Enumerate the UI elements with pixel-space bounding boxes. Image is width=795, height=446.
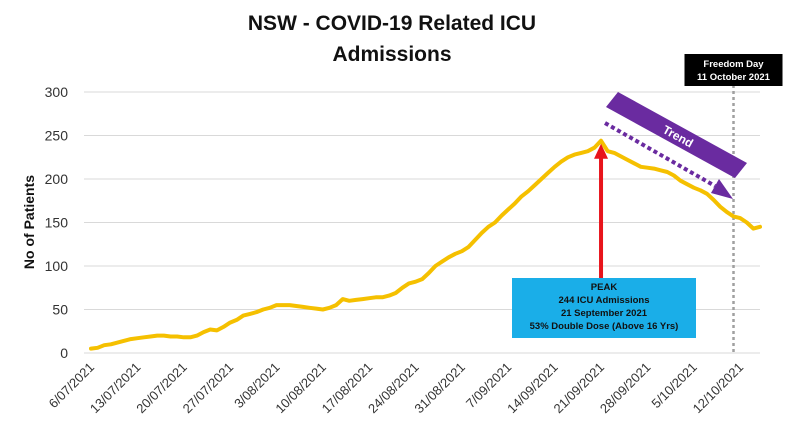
y-tick-200: 200 <box>45 171 69 187</box>
y-tick-150: 150 <box>45 215 69 231</box>
x-tick-label: 12/10/2021 <box>690 360 747 417</box>
chart-title-line2: Admissions <box>332 43 451 66</box>
trend-arrow-head <box>711 179 733 199</box>
y-tick-0: 0 <box>60 345 68 361</box>
x-tick-label: 27/07/2021 <box>180 360 237 417</box>
freedom-day-label-date: 11 October 2021 <box>697 72 771 83</box>
series-line-icu <box>89 138 762 351</box>
y-axis-label: No of Patients <box>21 175 37 269</box>
x-tick-label: 31/08/2021 <box>411 360 468 417</box>
freedom-day-annotation: Freedom Day 11 October 2021 <box>684 54 783 353</box>
y-tick-50: 50 <box>52 302 68 318</box>
peak-box <box>512 278 696 338</box>
trend-band <box>606 92 747 178</box>
peak-annotation: PEAK 244 ICU Admissions 21 September 202… <box>512 143 696 338</box>
trend-annotation: Trend <box>604 92 747 199</box>
y-tick-100: 100 <box>45 258 69 274</box>
freedom-day-label-title: Freedom Day <box>703 59 764 70</box>
peak-label-title: PEAK <box>591 282 618 293</box>
grid-lines <box>84 91 760 354</box>
peak-label-dose: 53% Double Dose (Above 16 Yrs) <box>530 321 679 332</box>
y-tick-250: 250 <box>45 128 69 144</box>
x-tick-label: 28/09/2021 <box>597 360 654 417</box>
freedom-day-box <box>684 54 783 86</box>
peak-label-admissions: 244 ICU Admissions <box>559 295 650 306</box>
x-tick-labels: 6/07/202113/07/202120/07/202127/07/20213… <box>46 360 747 417</box>
peak-label-date: 21 September 2021 <box>561 308 648 319</box>
y-tick-300: 300 <box>45 84 69 100</box>
chart-title-line1: NSW - COVID-19 Related ICU <box>248 12 536 35</box>
y-tick-labels: 0 50 100 150 200 250 300 <box>45 84 69 361</box>
trend-arrow-line <box>604 121 716 188</box>
series-layer <box>89 138 762 351</box>
peak-arrow-head <box>594 143 609 159</box>
